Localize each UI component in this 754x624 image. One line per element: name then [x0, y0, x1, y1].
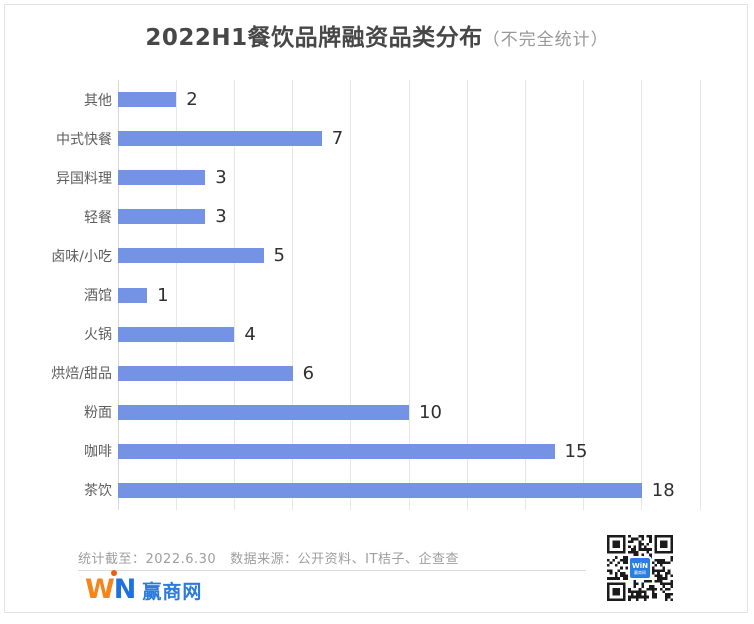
value-label: 7 — [331, 128, 344, 150]
chart-row: 酒馆 1 — [0, 275, 754, 314]
value-label: 2 — [186, 89, 198, 111]
value-label: 6 — [302, 362, 315, 384]
bar — [118, 326, 235, 342]
category-label: 烘焙/甜品 — [51, 366, 112, 383]
category-label: 火锅 — [84, 327, 112, 344]
qr-code: WiN 赢商网 — [607, 535, 673, 601]
bar — [118, 92, 177, 108]
bar — [118, 131, 322, 147]
data-source-text: 数据来源：公开资料、IT桔子、企查查 — [230, 552, 459, 567]
value-label: 18 — [651, 479, 675, 501]
bar — [118, 170, 206, 186]
chart-row: 轻餐 3 — [0, 197, 754, 236]
qr-pattern-icon — [607, 535, 673, 601]
value-label: 10 — [419, 401, 442, 423]
value-label: 4 — [244, 323, 256, 345]
chart-row: 粉面 10 — [0, 393, 754, 432]
logo-letter-n: N — [113, 574, 137, 605]
chart-row: 中式快餐 7 — [0, 119, 754, 158]
category-label: 茶饮 — [84, 483, 112, 500]
bar — [118, 209, 206, 225]
chart-row: 烘焙/甜品 6 — [0, 354, 754, 393]
value-label: 5 — [273, 245, 285, 267]
qr-center-logo: WiN 赢商网 — [630, 558, 650, 578]
chart-title-text: 2022H1餐饮品牌融资品类分布 — [145, 25, 483, 51]
qr-badge-subtext: 赢商网 — [634, 569, 646, 575]
bar-chart: 其他 2 中式快餐 7 异国料理 3 轻餐 3 卤味/小吃 5 酒馆 1 火锅 4 烘焙/甜品 6 粉面 10 咖啡… — [0, 80, 754, 510]
logo-letter-w: W — [85, 574, 115, 605]
category-label: 卤味/小吃 — [51, 248, 112, 265]
chart-title-note: （不完全统计） — [482, 30, 609, 50]
chart-row: 咖啡 15 — [0, 432, 754, 471]
chart-row: 其他 2 — [0, 80, 754, 119]
bar — [118, 365, 293, 381]
logo-dot-icon — [110, 570, 117, 576]
chart-title: 2022H1餐饮品牌融资品类分布（不完全统计） — [0, 22, 754, 54]
logo-brand-name: 赢商网 — [142, 581, 203, 603]
category-label: 粉面 — [84, 405, 112, 422]
chart-row: 茶饮 18 — [0, 471, 754, 510]
bar — [118, 248, 264, 264]
logo-letter-n-wrap: N — [110, 570, 137, 605]
divider-line — [78, 570, 586, 571]
category-label: 咖啡 — [84, 444, 112, 461]
footer-source: 统计截至：2022.6.30 数据来源：公开资料、IT桔子、企查查 — [78, 548, 459, 567]
category-label: 中式快餐 — [56, 131, 112, 148]
category-label: 酒馆 — [84, 288, 112, 305]
chart-row: 异国料理 3 — [0, 158, 754, 197]
value-label: 15 — [564, 440, 588, 462]
chart-row: 火锅 4 — [0, 315, 754, 354]
category-label: 异国料理 — [56, 170, 112, 187]
winshang-logo: W N 赢商网 — [85, 570, 203, 606]
qr-badge-text: WiN — [632, 561, 648, 570]
chart-row: 卤味/小吃 5 — [0, 236, 754, 275]
bar — [118, 404, 409, 420]
stat-cutoff-text: 统计截至：2022.6.30 — [78, 552, 217, 567]
bar — [118, 443, 555, 459]
bar — [118, 482, 642, 498]
value-label: 3 — [215, 167, 227, 189]
value-label: 3 — [215, 206, 227, 228]
category-label: 其他 — [84, 92, 112, 109]
category-label: 轻餐 — [84, 209, 112, 226]
bar — [118, 287, 148, 303]
value-label: 1 — [157, 284, 169, 306]
